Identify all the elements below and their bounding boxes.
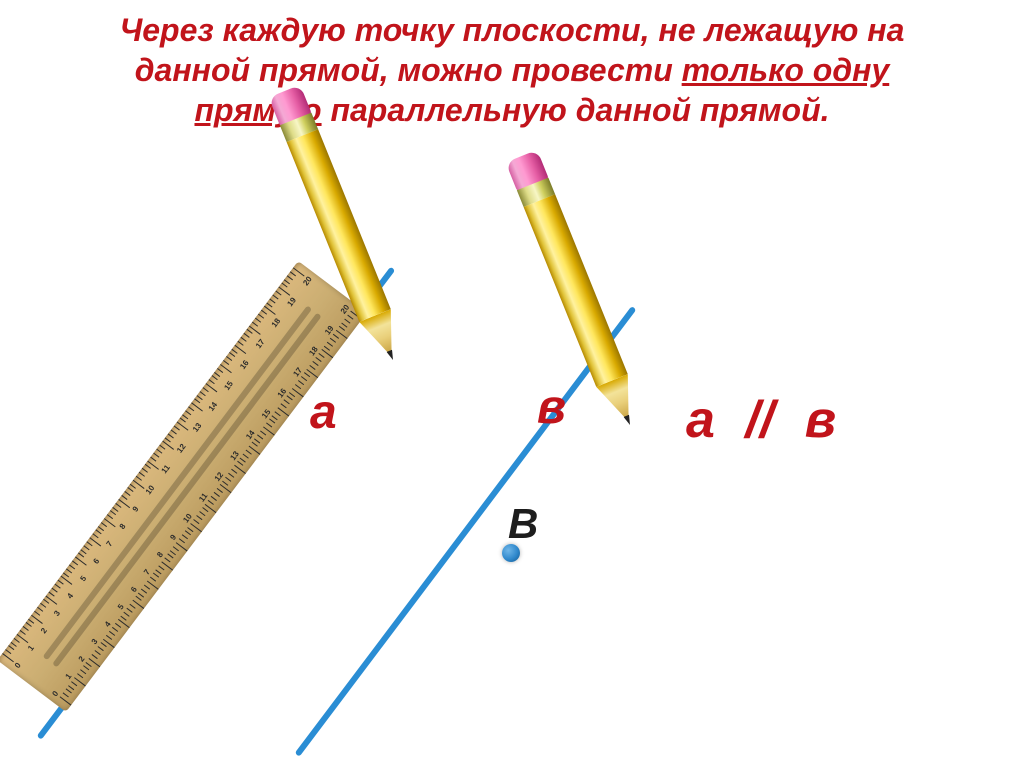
ruler-ticks-top [0, 261, 309, 669]
pencil-lead [386, 350, 395, 362]
parallel-notation: а // в [686, 390, 836, 450]
pencil-lead [623, 415, 632, 427]
pencil-body [524, 194, 628, 387]
label-point-b: В [508, 500, 538, 548]
title-line2a: данной прямой, можно провести [135, 52, 682, 88]
line-b [295, 306, 637, 757]
ruler-ticks-bottom [55, 304, 367, 712]
label-v: в [537, 380, 566, 435]
theorem-title: Через каждую точку плоскости, не лежащую… [0, 10, 1024, 130]
ruler-groove [43, 305, 313, 660]
title-line1: Через каждую точку плоскости, не лежащую… [120, 12, 905, 48]
title-line3a: параллельную данной прямой. [322, 92, 830, 128]
ruler: 01234567891011121314151617181920 0123456… [0, 261, 367, 712]
notation-b: в [805, 391, 836, 449]
notation-parallel-icon: // [745, 391, 774, 449]
notation-a: а [686, 391, 715, 449]
stage: Через каждую точку плоскости, не лежащую… [0, 0, 1024, 767]
title-line2u: только одну [682, 52, 890, 88]
label-a: а [310, 385, 337, 440]
ruler-numbers-bottom: 01234567891011121314151617181920 [47, 298, 355, 703]
ruler-groove [52, 313, 322, 668]
ruler-numbers-top: 01234567891011121314151617181920 [9, 270, 317, 675]
